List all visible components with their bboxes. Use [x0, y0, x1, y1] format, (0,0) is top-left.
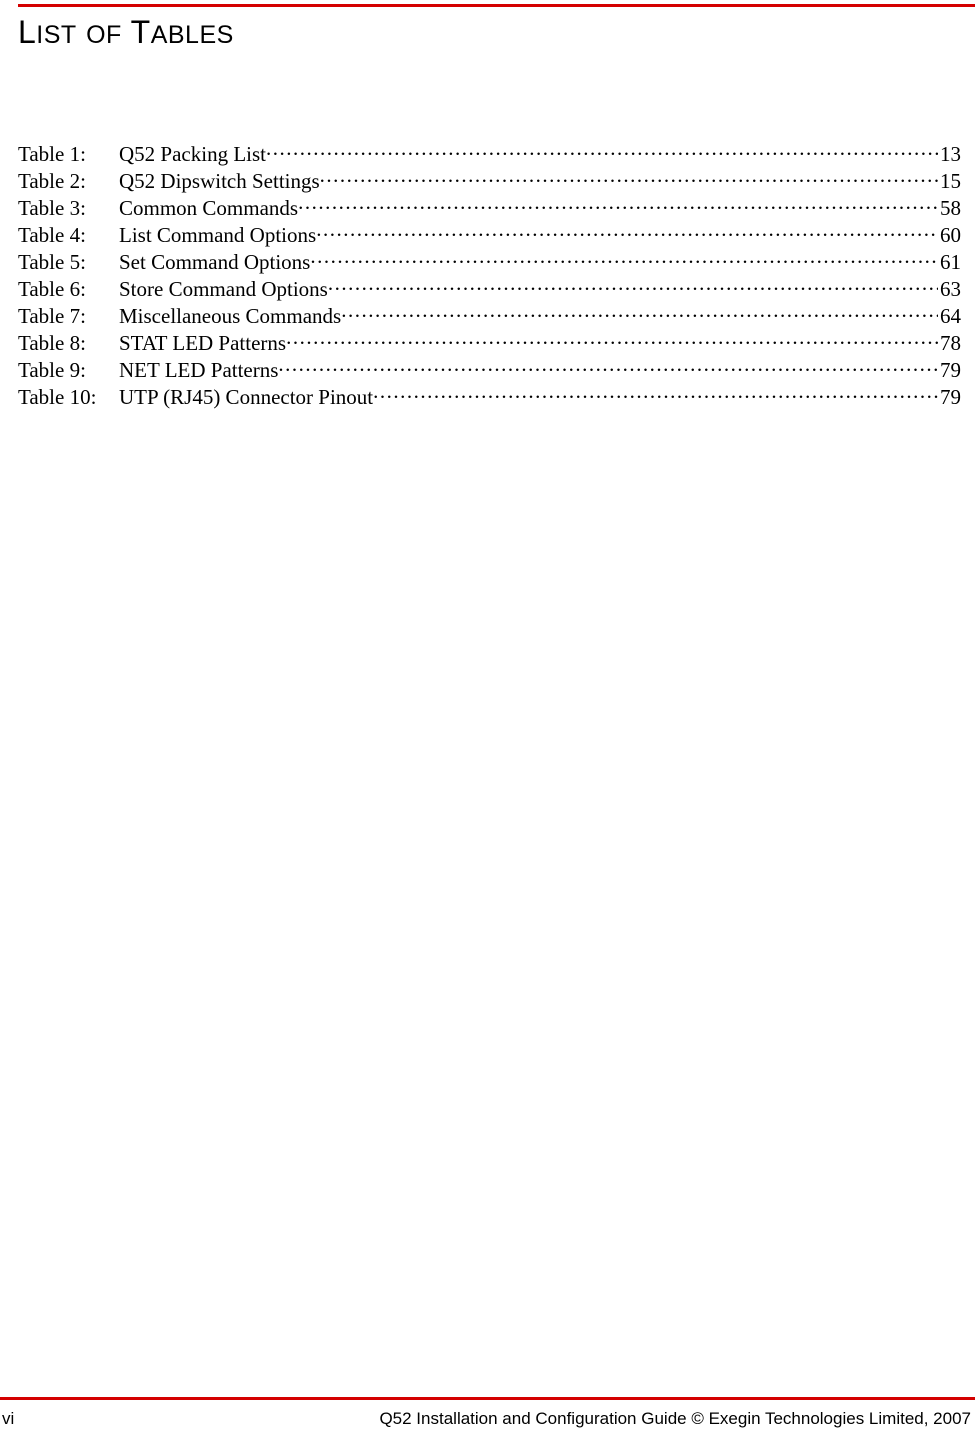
- toc-leader: [310, 248, 938, 269]
- page-footer: vi Q52 Installation and Configuration Gu…: [0, 1407, 975, 1429]
- toc-leader: [341, 302, 938, 323]
- toc-label: Table 9:: [18, 358, 119, 383]
- heading-word1-rest: IST: [36, 21, 76, 49]
- heading-word2-rest: ABLES: [151, 21, 234, 49]
- toc-page: 78: [938, 331, 961, 356]
- toc-entry: Table 1: Q52 Packing List 13: [18, 140, 961, 167]
- toc-leader: [286, 329, 938, 350]
- toc-page: 64: [938, 304, 961, 329]
- toc-label: Table 3:: [18, 196, 119, 221]
- toc-title: Store Command Options: [119, 277, 328, 302]
- toc-leader: [373, 383, 938, 404]
- toc-page: 58: [938, 196, 961, 221]
- toc-leader: [328, 275, 938, 296]
- toc-title: UTP (RJ45) Connector Pinout: [119, 385, 373, 410]
- toc-label: Table 6:: [18, 277, 119, 302]
- page: LIST OF TABLES Table 1: Q52 Packing List…: [0, 0, 975, 1439]
- toc-page: 13: [938, 142, 961, 167]
- toc-title: Set Command Options: [119, 250, 310, 275]
- heading-of-rest: F: [106, 21, 122, 49]
- toc-entry: Table 2: Q52 Dipswitch Settings 15: [18, 167, 961, 194]
- toc-page: 60: [938, 223, 961, 248]
- toc-page: 15: [938, 169, 961, 194]
- toc-label: Table 7:: [18, 304, 119, 329]
- toc-label: Table 2:: [18, 169, 119, 194]
- toc-label: Table 5:: [18, 250, 119, 275]
- section-heading: LIST OF TABLES: [18, 14, 234, 51]
- toc-entry: Table 9: NET LED Patterns 79: [18, 356, 961, 383]
- heading-word2-cap: T: [131, 14, 151, 50]
- toc-label: Table 10:: [18, 385, 119, 410]
- toc-leader: [266, 140, 938, 161]
- toc-label: Table 4:: [18, 223, 119, 248]
- toc-entry: Table 10: UTP (RJ45) Connector Pinout 79: [18, 383, 961, 410]
- heading-of-cap: O: [86, 21, 106, 49]
- footer-page-number: vi: [2, 1409, 14, 1429]
- toc-entry: Table 5: Set Command Options 61: [18, 248, 961, 275]
- toc-entry: Table 3: Common Commands 58: [18, 194, 961, 221]
- toc-title: STAT LED Patterns: [119, 331, 286, 356]
- toc-leader: [278, 356, 938, 377]
- toc-title: Q52 Packing List: [119, 142, 266, 167]
- footer-text: Q52 Installation and Configuration Guide…: [379, 1409, 971, 1429]
- bottom-rule: [0, 1397, 975, 1400]
- heading-word1-cap: L: [18, 14, 36, 50]
- toc-label: Table 1:: [18, 142, 119, 167]
- toc-title: List Command Options: [119, 223, 316, 248]
- toc-leader: [298, 194, 938, 215]
- toc-leader: [320, 167, 938, 188]
- toc-entry: Table 8: STAT LED Patterns 78: [18, 329, 961, 356]
- toc-title: Common Commands: [119, 196, 298, 221]
- toc-page: 79: [938, 385, 961, 410]
- toc-page: 61: [938, 250, 961, 275]
- toc-title: NET LED Patterns: [119, 358, 278, 383]
- toc-entry: Table 7: Miscellaneous Commands 64: [18, 302, 961, 329]
- top-rule: [18, 4, 975, 7]
- list-of-tables: Table 1: Q52 Packing List 13 Table 2: Q5…: [18, 140, 961, 410]
- toc-entry: Table 4: List Command Options 60: [18, 221, 961, 248]
- toc-entry: Table 6: Store Command Options 63: [18, 275, 961, 302]
- toc-page: 63: [938, 277, 961, 302]
- toc-title: Q52 Dipswitch Settings: [119, 169, 320, 194]
- toc-label: Table 8:: [18, 331, 119, 356]
- toc-page: 79: [938, 358, 961, 383]
- toc-leader: [316, 221, 938, 242]
- toc-title: Miscellaneous Commands: [119, 304, 341, 329]
